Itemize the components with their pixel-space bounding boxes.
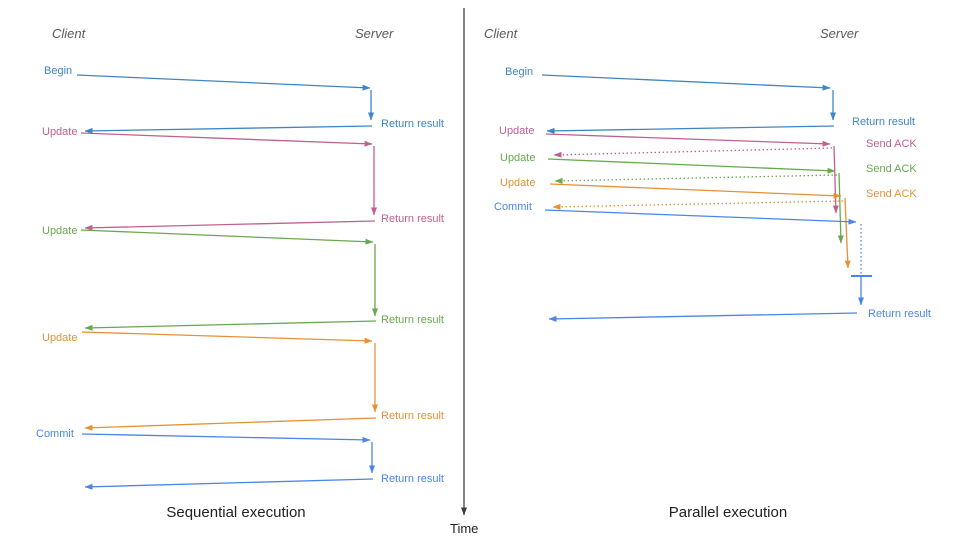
seq-begin-return-arrow [84, 125, 373, 134]
seq-begin-label: Begin [44, 65, 72, 77]
par-update2-label: Update [500, 152, 535, 164]
par-begin-request-arrow [541, 74, 831, 91]
par-update3-processing-line [844, 197, 851, 269]
par-update1-label: Update [499, 125, 534, 137]
par-server-lifeline-header: Server [820, 26, 859, 41]
par-ack2-label: Send ACK [866, 163, 917, 175]
par-ack3-label: Send ACK [866, 188, 917, 200]
seq-update3-request-arrow [81, 331, 373, 344]
time-axis: Time [450, 8, 478, 536]
par-commit-label: Commit [494, 201, 532, 213]
par-return-begin-label: Return result [852, 116, 915, 128]
seq-update2-request-arrow [80, 229, 374, 245]
seq-return1-label: Return result [381, 118, 444, 130]
seq-update1-return-arrow [84, 220, 376, 231]
time-axis-label: Time [450, 521, 478, 536]
seq-client-lifeline-header: Client [52, 26, 87, 41]
par-update3-label: Update [500, 177, 535, 189]
par-ack2-dashed-arrow [554, 174, 838, 184]
seq-update2-return-arrow [84, 320, 377, 331]
par-begin-label: Begin [505, 66, 533, 78]
par-ack1-dashed-arrow [553, 147, 833, 158]
par-commit-return-arrow [548, 312, 858, 322]
seq-commit-return-arrow [84, 478, 374, 490]
sequential-panel: Client Server Begin Return result Update… [36, 26, 444, 521]
parallel-panel: Client Server Begin Return result Update… [484, 26, 931, 521]
par-update1-processing-line [832, 145, 839, 214]
par-ack3-dashed-arrow [552, 200, 844, 210]
par-begin-return-arrow [546, 125, 835, 134]
par-update2-request-arrow [547, 158, 836, 174]
seq-server-lifeline-header: Server [355, 26, 394, 41]
par-return-commit-label: Return result [868, 308, 931, 320]
par-commit-request-arrow [544, 209, 857, 225]
par-update3-request-arrow [549, 183, 842, 199]
parallel-panel-title: Parallel execution [669, 504, 787, 521]
sequential-panel-title: Sequential execution [166, 504, 305, 521]
seq-commit-request-arrow [81, 433, 371, 443]
seq-begin-request-arrow [76, 74, 371, 91]
seq-return2-label: Return result [381, 213, 444, 225]
par-ack1-label: Send ACK [866, 138, 917, 150]
seq-return5-label: Return result [381, 473, 444, 485]
seq-update3-label: Update [42, 332, 77, 344]
par-update1-request-arrow [545, 133, 831, 147]
seq-update1-label: Update [42, 126, 77, 138]
seq-return3-label: Return result [381, 314, 444, 326]
seq-update3-return-arrow [84, 417, 377, 431]
seq-update1-request-arrow [80, 132, 373, 147]
par-client-lifeline-header: Client [484, 26, 519, 41]
seq-update2-label: Update [42, 225, 77, 237]
seq-commit-label: Commit [36, 428, 74, 440]
seq-return4-label: Return result [381, 410, 444, 422]
par-update2-processing-line [837, 172, 844, 244]
